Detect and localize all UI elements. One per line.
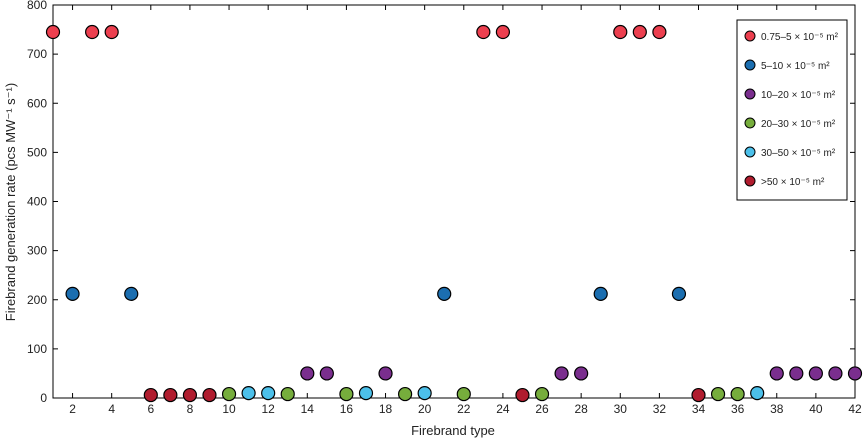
data-point — [202, 387, 217, 403]
x-tick-label: 22 — [457, 402, 471, 416]
legend-marker — [744, 30, 756, 42]
data-point — [143, 387, 158, 403]
data-point — [808, 366, 823, 381]
legend-label: >50 × 10⁻⁵ m² — [761, 177, 825, 188]
data-point — [710, 386, 726, 402]
data-point — [671, 286, 687, 301]
legend-label: 30–50 × 10⁻⁵ m² — [761, 148, 836, 159]
data-point — [750, 385, 765, 401]
data-point — [691, 387, 706, 403]
data-point — [789, 366, 804, 381]
x-tick-label: 6 — [147, 402, 154, 416]
data-point — [241, 385, 256, 401]
x-tick-label: 8 — [187, 402, 194, 416]
y-tick-label: 100 — [27, 342, 47, 356]
data-point — [456, 386, 471, 402]
x-tick-label: 16 — [340, 402, 354, 416]
x-tick-label: 30 — [614, 402, 628, 416]
x-tick-label: 26 — [535, 402, 549, 416]
legend-marker — [744, 88, 756, 100]
x-tick-label: 34 — [692, 402, 706, 416]
y-axis-label: Firebrand generation rate (pcs MW⁻¹ s⁻¹) — [3, 83, 18, 321]
x-tick-label: 20 — [418, 402, 432, 416]
legend-label: 5–10 × 10⁻⁵ m² — [761, 61, 830, 72]
x-tick-label: 42 — [848, 402, 862, 416]
data-point — [261, 385, 276, 401]
data-point — [652, 24, 667, 40]
y-ticks: 0 100 200 300 400 500 600 700 800 — [27, 0, 855, 405]
y-tick-label: 300 — [27, 244, 47, 258]
data-point — [847, 366, 863, 381]
y-tick-label: 500 — [27, 145, 47, 159]
legend-label: 20–30 × 10⁻⁵ m² — [761, 119, 836, 130]
data-point — [85, 24, 100, 40]
x-tick-label: 40 — [809, 402, 823, 416]
x-tick-label: 18 — [379, 402, 393, 416]
legend-marker — [744, 175, 756, 187]
x-tick-label: 12 — [261, 402, 275, 416]
data-point — [319, 366, 334, 381]
data-point — [339, 386, 354, 402]
data-point — [124, 286, 139, 301]
data-point — [574, 366, 589, 381]
x-tick-label: 36 — [731, 402, 745, 416]
data-point — [495, 24, 511, 40]
axes — [52, 4, 856, 399]
data-point — [632, 24, 647, 40]
data-point — [534, 386, 550, 402]
legend-label: 10–20 × 10⁻⁵ m² — [761, 90, 836, 101]
data-point — [593, 286, 608, 301]
legend-box — [736, 19, 848, 201]
legend-marker — [744, 59, 756, 71]
legend-marker — [744, 117, 756, 129]
x-tick-label: 10 — [222, 402, 236, 416]
y-tick-label: 400 — [27, 195, 47, 209]
data-point — [613, 24, 628, 40]
x-tick-label: 2 — [69, 402, 76, 416]
x-tick-label: 32 — [653, 402, 667, 416]
x-axis-label: Firebrand type — [411, 423, 495, 438]
x-tick-label: 24 — [496, 402, 510, 416]
data-point — [730, 386, 745, 402]
legend-marker — [744, 146, 756, 158]
data-point — [554, 366, 569, 381]
data-points — [45, 24, 863, 403]
x-tick-label: 28 — [574, 402, 588, 416]
data-point — [828, 366, 843, 381]
data-point — [397, 386, 413, 402]
y-tick-label: 0 — [40, 391, 47, 405]
data-point — [358, 385, 374, 401]
data-point — [515, 387, 530, 403]
data-point — [769, 366, 784, 381]
y-tick-label: 600 — [27, 96, 47, 110]
x-tick-label: 4 — [108, 402, 115, 416]
plot-frame — [52, 4, 856, 399]
data-point — [104, 24, 119, 40]
data-point — [476, 24, 491, 40]
legend: 0.75–5 × 10⁻⁵ m² 5–10 × 10⁻⁵ m² 10–20 × 10… — [736, 19, 848, 201]
data-point — [163, 387, 178, 403]
data-point — [280, 386, 295, 402]
data-point — [378, 366, 393, 381]
data-point — [65, 286, 80, 301]
data-point — [45, 24, 61, 40]
x-tick-label: 38 — [770, 402, 784, 416]
y-tick-label: 700 — [27, 47, 47, 61]
data-point — [300, 366, 315, 381]
y-tick-label: 200 — [27, 293, 47, 307]
data-point — [182, 387, 198, 403]
data-point — [417, 385, 432, 401]
legend-label: 0.75–5 × 10⁻⁵ m² — [761, 32, 839, 43]
data-point — [437, 286, 452, 301]
y-tick-label: 800 — [27, 0, 47, 12]
x-tick-label: 14 — [301, 402, 315, 416]
data-point — [221, 386, 237, 402]
